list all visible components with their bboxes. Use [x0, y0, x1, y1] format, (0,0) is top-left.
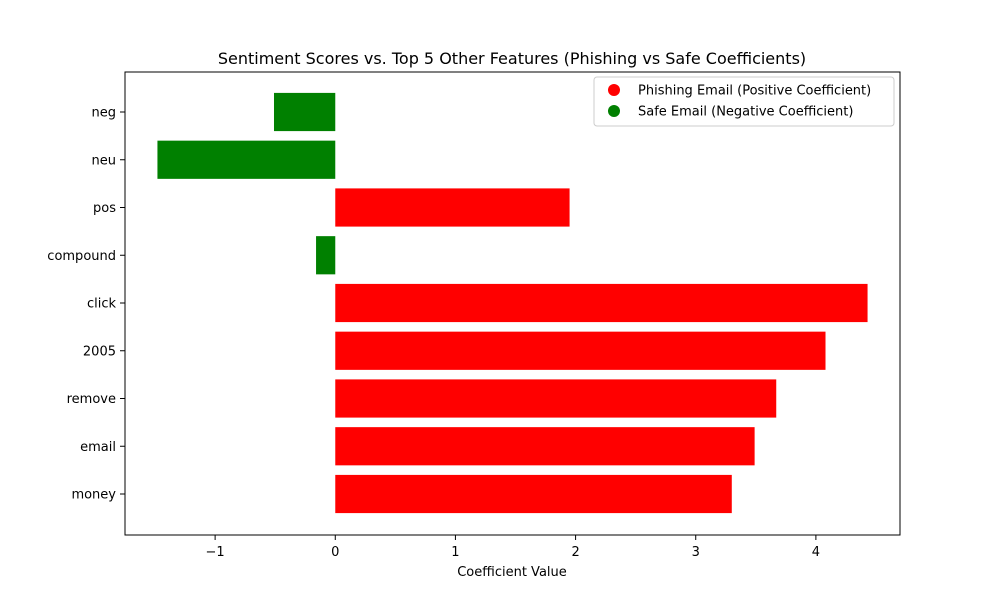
y-tick-label: remove: [67, 392, 116, 407]
bar-neg: [273, 92, 336, 132]
bar-pos: [335, 188, 570, 227]
x-tick-label: 3: [692, 545, 700, 560]
y-tick-label: email: [80, 440, 116, 455]
bar-email: [335, 427, 755, 466]
x-tick-label: −1: [206, 545, 225, 560]
y-tick-label: 2005: [83, 344, 116, 359]
legend-box: [593, 76, 895, 127]
y-tick-label: money: [71, 488, 116, 503]
x-tick-label: 1: [451, 545, 459, 560]
x-tick-label: 4: [812, 545, 820, 560]
y-tick-label: pos: [93, 201, 116, 216]
x-tick-label: 2: [571, 545, 579, 560]
chart-title: Sentiment Scores vs. Top 5 Other Feature…: [218, 49, 806, 68]
legend-marker: [608, 84, 620, 96]
bars-group: [157, 92, 868, 514]
plot-frame: [124, 71, 901, 536]
legend-label: Safe Email (Negative Coefficient): [638, 105, 853, 120]
x-axis: −1 0 1 2 3 4: [206, 535, 820, 560]
y-tick-label: compound: [47, 249, 116, 264]
bar-compound: [316, 236, 336, 275]
y-tick-label: neg: [92, 106, 117, 121]
bar-money: [335, 474, 732, 514]
y-axis: neg neu pos compound click 2005 remove email mon…: [47, 106, 125, 503]
x-axis-label: Coefficient Value: [457, 565, 567, 580]
legend-marker: [608, 105, 620, 117]
bar-remove: [335, 379, 777, 418]
bar-click: [335, 283, 868, 323]
bar-neu: [157, 140, 336, 179]
legend-label: Phishing Email (Positive Coefficient): [638, 84, 871, 99]
x-tick-label: 0: [331, 545, 339, 560]
bar-2005: [335, 331, 826, 370]
legend: Phishing Email (Positive Coefficient) Saf…: [593, 76, 895, 127]
y-tick-label: neu: [92, 153, 116, 168]
y-tick-label: click: [87, 297, 117, 312]
